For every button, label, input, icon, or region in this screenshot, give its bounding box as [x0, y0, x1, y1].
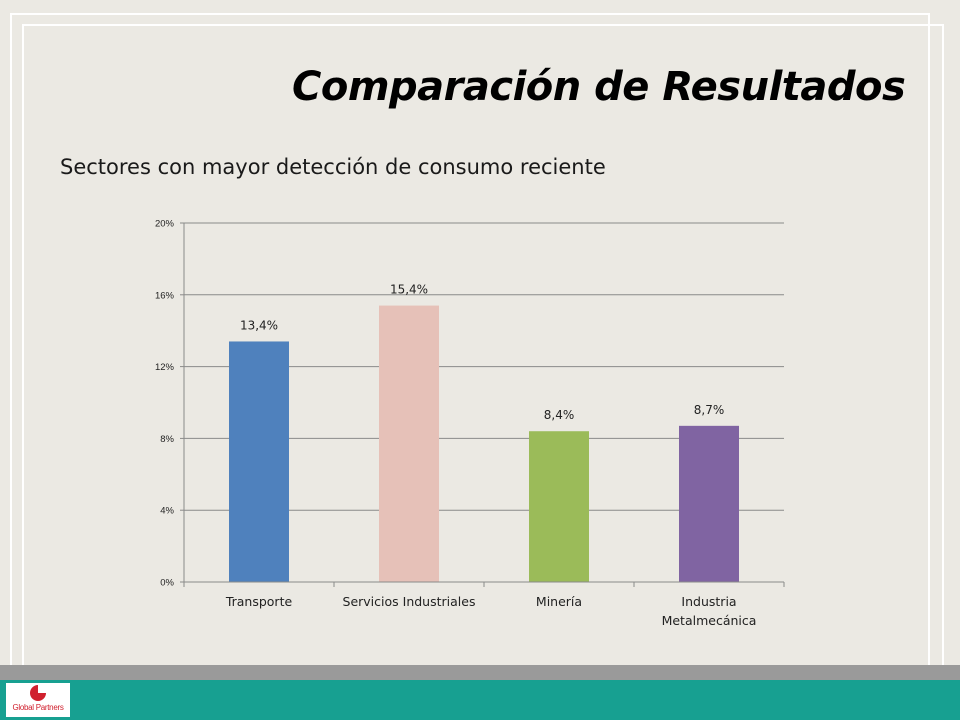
logo-text: Global Partners [12, 703, 64, 712]
logo-mark-icon [30, 685, 46, 701]
y-tick-label: 8% [160, 434, 174, 445]
x-category-label: Servicios Industriales [343, 594, 476, 609]
footer-teal-band [0, 680, 960, 720]
footer-gray-band [0, 665, 960, 680]
data-label: 13,4% [240, 318, 278, 332]
global-partners-logo: Global Partners [6, 683, 70, 717]
data-label: 8,7% [694, 403, 725, 417]
bar-chart: 0% 4% 8% 12% 16% 20% 13,4% Transporte 15,4% Servi… [155, 219, 785, 628]
frame-line-top [10, 13, 930, 15]
data-label: 15,4% [390, 283, 428, 297]
x-category-label: Metalmecánica [662, 613, 757, 628]
bar [529, 431, 589, 582]
frame-line-right [928, 13, 930, 665]
bar [379, 305, 439, 582]
bar [679, 425, 739, 582]
frame-line-right-outer [942, 24, 944, 665]
data-label: 8,4% [544, 408, 575, 422]
frame-line-left [10, 13, 12, 665]
y-tick-label: 0% [160, 578, 174, 589]
frame-line-left-inner [22, 24, 24, 665]
x-category-label: Minería [536, 594, 582, 609]
y-tick-label: 12% [155, 362, 175, 373]
y-tick-label: 4% [160, 506, 174, 517]
slide-subtitle: Sectores con mayor detección de consumo … [60, 155, 606, 179]
y-tick-label: 16% [155, 290, 175, 301]
frame-line-top-inner [22, 24, 944, 26]
slide-title: Comparación de Resultados [292, 64, 906, 110]
x-category-label: Transporte [225, 594, 293, 609]
x-category-label: Industria [681, 594, 736, 609]
y-tick-label: 20% [155, 219, 175, 230]
bar [229, 341, 289, 582]
